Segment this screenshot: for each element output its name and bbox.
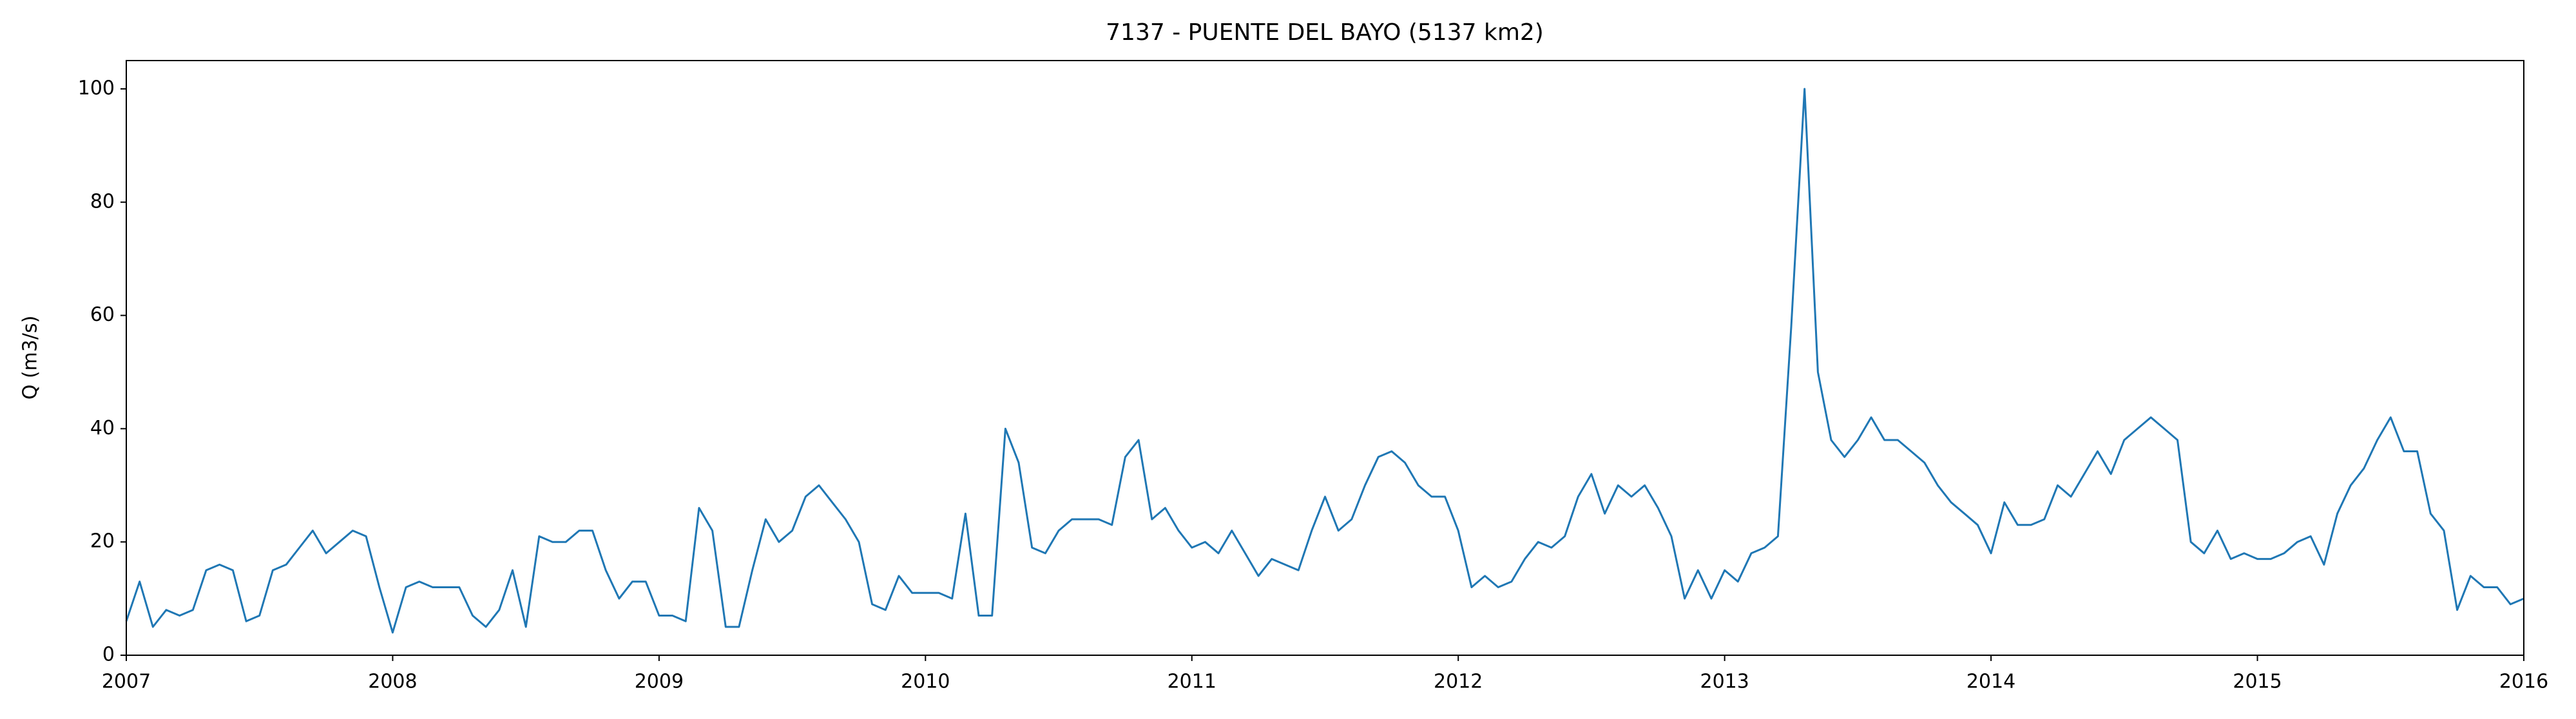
y-tick-label: 40 bbox=[90, 417, 115, 439]
x-tick-label: 2016 bbox=[2499, 671, 2548, 693]
x-tick-label: 2015 bbox=[2233, 671, 2282, 693]
x-tick-label: 2014 bbox=[1966, 671, 2015, 693]
x-tick-label: 2010 bbox=[901, 671, 950, 693]
y-tick-label: 60 bbox=[90, 303, 115, 326]
x-tick-label: 2009 bbox=[635, 671, 684, 693]
x-tick-label: 2007 bbox=[102, 671, 151, 693]
x-tick-label: 2008 bbox=[368, 671, 417, 693]
plot-frame bbox=[126, 60, 2524, 656]
chart-title: 7137 - PUENTE DEL BAYO (5137 km2) bbox=[1106, 19, 1544, 46]
y-axis-label: Q (m3/s) bbox=[19, 316, 42, 400]
data-line bbox=[125, 88, 2524, 634]
x-tick-label: 2013 bbox=[1700, 671, 1749, 693]
y-tick-label: 0 bbox=[102, 644, 115, 666]
y-tick-label: 80 bbox=[90, 190, 115, 213]
x-tick-label: 2012 bbox=[1434, 671, 1483, 693]
x-tick-label: 2011 bbox=[1168, 671, 1216, 693]
y-tick-label: 20 bbox=[90, 530, 115, 553]
y-tick-label: 100 bbox=[78, 77, 115, 99]
